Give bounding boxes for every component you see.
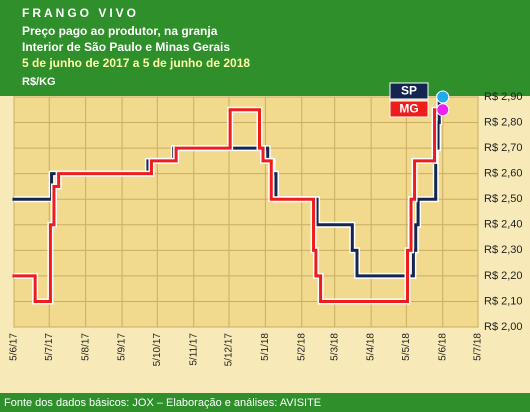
legend-swatch: [389, 100, 429, 118]
x-tick-label: 5/7/18: [473, 333, 484, 361]
x-tick-label: 5/1/18: [260, 333, 271, 361]
x-tick-label: 5/2/18: [296, 333, 307, 361]
header-band: [0, 0, 530, 96]
source-note: Fonte dos dados básicos: JOX – Elaboraçã…: [4, 397, 321, 409]
end-marker: [436, 103, 450, 117]
x-tick-label: 5/11/17: [188, 333, 199, 366]
subtitle: 5 de junho de 2017 a 5 de junho de 2018: [22, 56, 250, 70]
y-axis-label: R$/KG: [22, 76, 56, 88]
y-tick-label: R$ 2,50: [484, 193, 523, 205]
x-tick-label: 5/4/18: [366, 333, 377, 361]
y-tick-label: R$ 2,40: [484, 219, 523, 231]
legend-label: SP: [401, 84, 417, 98]
y-tick-label: R$ 2,70: [484, 142, 523, 154]
x-tick-label: 5/6/18: [437, 333, 448, 361]
subtitle: Interior de São Paulo e Minas Gerais: [22, 40, 230, 54]
y-tick-label: R$ 2,30: [484, 244, 523, 256]
y-tick-label: R$ 2,90: [484, 91, 523, 103]
footer-band: [0, 393, 530, 412]
y-tick-label: R$ 2,20: [484, 270, 523, 282]
subtitle: Preço pago ao produtor, na granja: [22, 24, 218, 38]
x-tick-label: 5/6/17: [9, 333, 20, 361]
x-tick-label: 5/7/17: [44, 333, 55, 361]
y-tick-label: R$ 2,10: [484, 295, 523, 307]
legend-swatch: [389, 82, 429, 100]
x-tick-label: 5/8/17: [80, 333, 91, 361]
y-tick-label: R$ 2,60: [484, 168, 523, 180]
y-tick-label: R$ 2,80: [484, 116, 523, 128]
x-tick-label: 5/5/18: [401, 333, 412, 361]
legend-label: MG: [399, 102, 418, 116]
y-tick-label: R$ 2,00: [484, 321, 523, 333]
x-tick-label: 5/12/17: [224, 333, 235, 367]
chart-title: FRANGO VIVO: [22, 6, 139, 20]
x-tick-label: 5/10/17: [152, 333, 163, 367]
x-tick-label: 5/9/17: [117, 333, 128, 361]
x-tick-label: 5/3/18: [329, 333, 340, 361]
end-marker: [436, 90, 450, 104]
